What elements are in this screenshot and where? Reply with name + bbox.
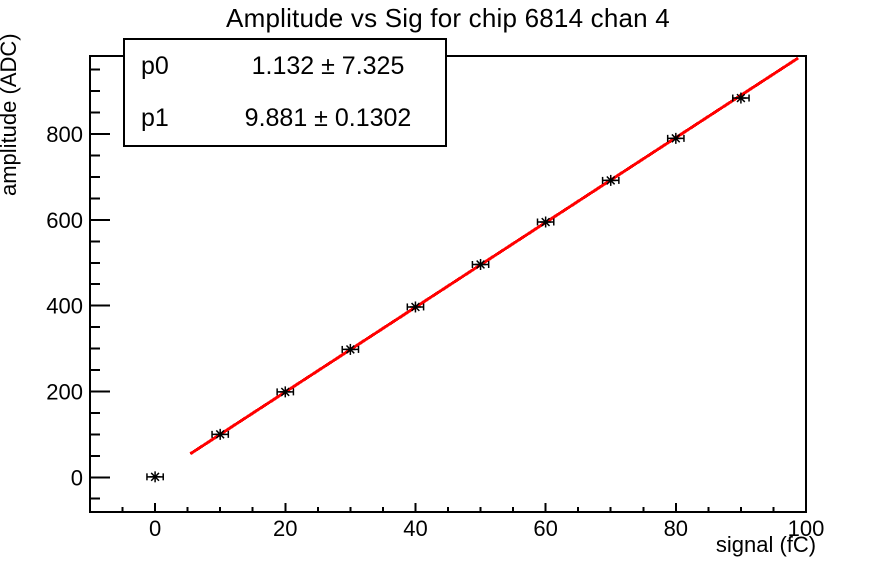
data-point	[666, 132, 685, 144]
y-tick-label: 800	[46, 122, 83, 147]
stat-row-p1: p1 9.881 ± 0.1302	[125, 104, 445, 133]
data-point	[601, 174, 620, 186]
y-tick-label: 0	[71, 465, 83, 490]
fit-param-name: p1	[141, 104, 169, 133]
x-tick-label: 60	[533, 516, 557, 541]
y-tick-label: 600	[46, 208, 83, 233]
data-point	[732, 92, 750, 104]
marker-stroke	[476, 260, 485, 269]
stat-row-p0: p0 1.132 ± 7.325	[125, 52, 445, 81]
marker-stroke	[411, 302, 420, 312]
marker-stroke	[671, 133, 681, 143]
fit-stats-box: p0 1.132 ± 7.325 p1 9.881 ± 0.1302	[123, 38, 447, 147]
x-axis-title: signal (fC)	[715, 532, 817, 557]
x-tick-label: 40	[403, 516, 427, 541]
y-axis-title: amplitude (ADC)	[0, 33, 21, 196]
marker-stroke	[736, 93, 746, 103]
y-tick-label: 400	[46, 294, 83, 319]
marker-stroke	[215, 429, 225, 439]
fit-line	[189, 56, 800, 456]
marker-stroke	[345, 344, 355, 354]
data-point	[276, 386, 295, 398]
fit-param-value: 9.881 ± 0.1302	[244, 104, 412, 133]
fit-param-value: 1.132 ± 7.325	[251, 51, 405, 80]
x-tick-label: 80	[664, 516, 688, 541]
marker-stroke	[150, 472, 160, 482]
fit-param-name: p0	[141, 51, 169, 80]
chart-title: Amplitude vs Sig for chip 6814 chan 4	[226, 3, 670, 33]
marker-stroke	[280, 387, 290, 397]
marker-stroke	[606, 175, 616, 185]
x-tick-label: 0	[149, 516, 161, 541]
marker-stroke	[541, 217, 551, 227]
data-point	[471, 258, 490, 270]
data-point	[341, 343, 360, 355]
data-point	[146, 471, 164, 483]
data-point	[211, 428, 230, 440]
data-point	[536, 216, 555, 228]
y-tick-label: 200	[46, 379, 83, 404]
x-tick-label: 20	[273, 516, 297, 541]
data-point	[406, 301, 425, 313]
x-tick-label: 100	[788, 516, 825, 541]
